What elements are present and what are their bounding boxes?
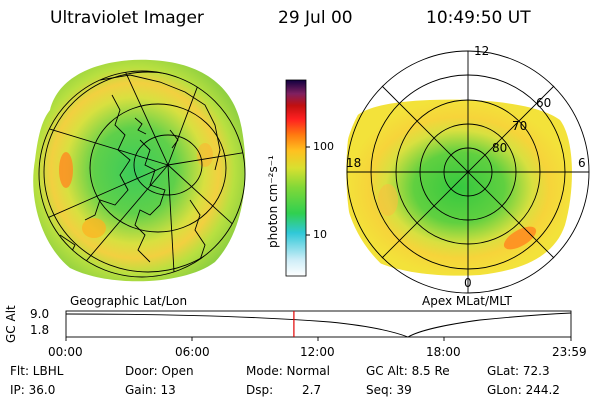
color-scale-bar — [285, 79, 310, 277]
date-label: 29 Jul 00 — [278, 8, 353, 28]
geographic-map — [33, 59, 246, 282]
colorbar-unit-label: photon cm⁻²s⁻¹ — [266, 155, 280, 248]
right-map-caption: Apex MLat/MLT — [422, 294, 512, 308]
right-aurora-image — [346, 99, 572, 276]
timeline-ticks — [65, 337, 572, 341]
timeline-xtick: 06:00 — [175, 345, 210, 359]
ip-field: IP: 36.0 — [10, 383, 56, 397]
gain-field: Gain: 13 — [125, 383, 176, 397]
colorbar-tick-100: 100 — [313, 140, 334, 153]
timeline-xtick: 00:00 — [48, 345, 83, 359]
door-field: Door: Open — [125, 364, 194, 378]
timeline-ytick-1-8: 1.8 — [30, 323, 50, 337]
filter-field: Flt: LBHL — [10, 364, 64, 378]
apex-grid — [346, 50, 590, 294]
timeline-xtick: 18:00 — [426, 345, 461, 359]
coastlines — [59, 74, 221, 263]
instrument-title: Ultraviolet Imager — [50, 8, 204, 28]
mlt-label-dawn: 6 — [578, 156, 586, 170]
timeline-frame — [65, 310, 572, 338]
mlat-label-70: 70 — [512, 119, 528, 133]
gc-alt-field: GC Alt: 8.5 Re — [366, 364, 450, 378]
colorbar-tick-10: 10 — [313, 228, 327, 241]
left-map-limb — [38, 70, 246, 278]
glat-field: GLat: 72.3 — [487, 364, 550, 378]
timeline-xtick: 23:59 — [552, 345, 587, 359]
mlat-label-80: 80 — [492, 141, 508, 155]
seq-field: Seq: 39 — [366, 383, 412, 397]
dsp-value: 2.7 — [302, 383, 322, 397]
timeline-ylabel: GC Alt — [4, 305, 18, 343]
glon-field: GLon: 244.2 — [487, 383, 560, 397]
mlt-label-noon: 12 — [474, 44, 490, 58]
timeline-xtick: 12:00 — [300, 345, 335, 359]
time-label: 10:49:50 UT — [426, 8, 531, 28]
dsp-label: Dsp: — [246, 383, 274, 397]
timeline-ytick-9: 9.0 — [30, 307, 50, 321]
left-aurora-image — [33, 59, 246, 282]
mlat-label-60: 60 — [536, 96, 552, 110]
magnetic-map — [346, 50, 590, 294]
left-map-caption: Geographic Lat/Lon — [70, 294, 188, 308]
altitude-curve — [65, 312, 572, 338]
mlt-label-dusk: 18 — [346, 156, 362, 170]
mlt-label-midnight: 0 — [464, 276, 472, 290]
mode-field: Mode: Normal — [246, 364, 330, 378]
altitude-timeline — [65, 310, 572, 341]
